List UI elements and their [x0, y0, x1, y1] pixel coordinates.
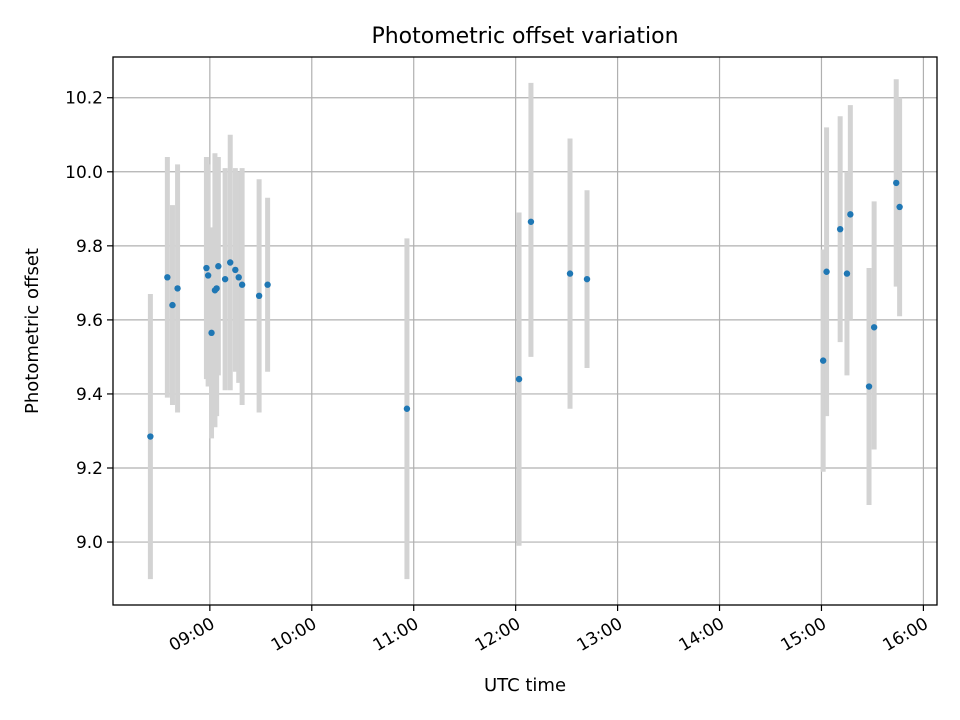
y-tick-label: 9.8 [76, 237, 103, 257]
x-axis-ticks: 09:00 10:00 11:00 12:00 13:00 14:00 15:00 16:00 [166, 605, 932, 656]
x-axis-label: UTC time [484, 675, 566, 696]
data-point [221, 275, 229, 283]
data-point [527, 218, 535, 225]
x-tick-label: 13:00 [574, 614, 626, 656]
data-point [819, 357, 827, 364]
data-point [174, 285, 181, 292]
data-point [147, 433, 154, 440]
data-point [255, 292, 263, 300]
data-point [203, 264, 210, 272]
data-point [896, 203, 903, 211]
data-point [169, 301, 176, 309]
error-bars [147, 79, 903, 580]
x-tick-label: 09:00 [166, 614, 218, 656]
chart-title: Photometric offset variation [371, 24, 678, 49]
data-point [264, 281, 271, 288]
data-point [232, 266, 239, 274]
y-tick-label: 9.0 [76, 533, 103, 553]
data-point [215, 263, 222, 270]
y-tick-label: 9.6 [76, 311, 103, 331]
data-point [566, 270, 574, 277]
data-point [515, 375, 523, 383]
y-axis-ticks: 9.0 9.2 9.4 9.6 9.8 10.0 10.2 [65, 89, 113, 553]
data-point [164, 274, 171, 281]
data-point [870, 324, 878, 331]
x-tick-label: 16:00 [879, 614, 931, 656]
y-tick-label: 10.2 [65, 89, 103, 109]
data-point [235, 274, 242, 281]
x-tick-label: 15:00 [778, 614, 830, 656]
data-point [893, 179, 900, 187]
x-tick-label: 12:00 [472, 614, 524, 656]
data-point [213, 285, 220, 292]
y-tick-label: 10.0 [65, 163, 103, 183]
data-point [847, 211, 854, 218]
data-points [147, 179, 903, 440]
y-axis-label: Photometric offset [22, 248, 43, 414]
x-tick-label: 14:00 [676, 614, 728, 656]
y-tick-label: 9.4 [76, 385, 103, 405]
plot-frame [112, 56, 938, 606]
data-point [403, 405, 411, 412]
grid [113, 57, 937, 605]
data-point [843, 270, 851, 277]
data-point [823, 268, 830, 275]
data-point [208, 329, 215, 337]
data-point [836, 225, 844, 233]
x-tick-label: 11:00 [370, 614, 422, 656]
data-point [583, 275, 591, 283]
data-point [238, 281, 246, 288]
y-tick-label: 9.2 [76, 459, 103, 479]
data-point [204, 272, 212, 279]
data-point [227, 259, 234, 266]
x-tick-label: 10:00 [268, 614, 320, 656]
data-point [865, 383, 873, 390]
